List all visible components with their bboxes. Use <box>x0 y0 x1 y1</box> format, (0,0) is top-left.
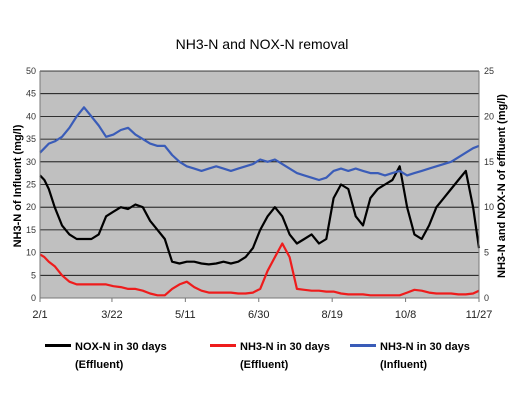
series-line-nox-effluent <box>39 165 481 266</box>
left-axis-label: NH3-N of Influent (mg/l) <box>12 124 24 247</box>
x-tick-label: 3/22 <box>101 309 122 321</box>
right-tick-label: 0 <box>484 293 489 303</box>
legend-line-2: (Influent) <box>380 359 428 371</box>
chart-title: NH3-N and NOX-N removal <box>176 36 349 52</box>
series-line-nh3-influent <box>39 106 480 182</box>
gridlines <box>40 70 479 276</box>
left-tick-label: 30 <box>26 157 36 167</box>
left-tick-label: 40 <box>26 111 36 121</box>
left-tick-label: 50 <box>26 66 36 76</box>
legend-swatch <box>210 344 236 347</box>
legend-label: NH3-N in 30 days (Influent) <box>380 338 470 374</box>
x-tick-label: 11/27 <box>466 309 493 321</box>
left-tick-label: 45 <box>26 89 36 99</box>
x-tick-label: 8/19 <box>321 309 342 321</box>
x-tick-label: 5/11 <box>175 309 196 321</box>
x-tick-label: 2/1 <box>32 309 47 321</box>
right-tick-label: 20 <box>484 111 494 121</box>
legend-swatch <box>350 344 376 347</box>
legend-line-2: (Effluent) <box>240 359 289 371</box>
legend-line-1: NOX-N in 30 days <box>75 341 167 353</box>
legend-label: NOX-N in 30 days (Effluent) <box>75 338 167 374</box>
legend-line-1: NH3-N in 30 days <box>240 341 330 353</box>
right-tick-label: 15 <box>484 157 494 167</box>
series-line-nh3-effluent <box>39 242 480 297</box>
legend-line-1: NH3-N in 30 days <box>380 341 470 353</box>
right-tick-label: 5 <box>484 248 489 258</box>
x-tick-label: 10/8 <box>395 309 416 321</box>
right-tick-label: 10 <box>484 202 494 212</box>
left-tick-label: 35 <box>26 134 36 144</box>
legend-label: NH3-N in 30 days (Effluent) <box>240 338 330 374</box>
left-tick-label: 15 <box>26 225 36 235</box>
x-tick-label: 6/30 <box>248 309 269 321</box>
legend-line-2: (Effluent) <box>75 359 124 371</box>
x-axis-ticks: 2/1 3/22 5/11 6/30 8/19 10/8 11/27 <box>32 298 492 321</box>
left-tick-label: 20 <box>26 202 36 212</box>
left-tick-label: 0 <box>31 293 36 303</box>
legend-swatch <box>45 344 71 347</box>
right-axis-label: NH3-N and NOX-N of effluent (mg/l) <box>496 94 508 278</box>
left-tick-label: 10 <box>26 248 36 258</box>
left-axis-ticks: 0 5 10 15 20 25 30 35 40 45 50 <box>26 66 36 303</box>
left-tick-label: 25 <box>26 180 36 190</box>
left-tick-label: 5 <box>31 270 36 280</box>
right-tick-label: 25 <box>484 66 494 76</box>
right-axis-ticks: 0 5 10 15 20 25 <box>484 66 494 303</box>
